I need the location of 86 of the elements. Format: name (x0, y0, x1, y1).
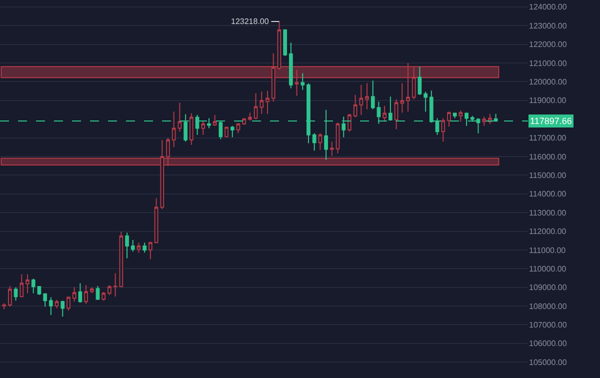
candlestick (452, 112, 457, 119)
candlestick (348, 113, 352, 132)
y-tick-label: 105000.00 (529, 358, 568, 367)
candlestick (266, 90, 270, 114)
candlestick (96, 285, 100, 300)
y-tick-label: 114000.00 (529, 190, 567, 199)
candlestick (201, 121, 206, 136)
candlestick (54, 299, 59, 309)
candlestick (277, 21, 282, 70)
candlestick (388, 96, 392, 122)
candlestick (212, 114, 217, 126)
candlestick (406, 62, 410, 112)
candlestick (400, 82, 404, 114)
candlestick (102, 291, 106, 302)
ref-line-label: 117897.66 (530, 116, 572, 126)
y-tick-label: 124000.00 (529, 2, 568, 12)
candlestick (8, 285, 12, 308)
candlestick (90, 286, 94, 294)
y-tick-label: 112000.00 (529, 227, 567, 236)
candlestick (154, 198, 158, 244)
candlestick (172, 111, 176, 148)
candlestick (178, 102, 182, 132)
candlestick (43, 292, 48, 308)
candlestick (370, 80, 375, 110)
candlestick (189, 112, 194, 146)
y-tick-label: 111000.00 (529, 246, 566, 255)
candlestick (318, 132, 322, 150)
candlestick (294, 69, 299, 96)
candlestick (48, 296, 53, 316)
candlestick (84, 284, 88, 304)
candlestick (236, 122, 240, 134)
candlestick (60, 300, 65, 318)
y-tick-label: 108000.00 (529, 302, 568, 311)
candlestick (160, 139, 164, 210)
candlestick (441, 118, 446, 142)
candlestick (242, 118, 246, 126)
candlestick (130, 239, 135, 252)
candlestick (312, 132, 316, 152)
candlestick (336, 122, 340, 154)
candlestick (300, 72, 305, 90)
candlestick (412, 66, 416, 100)
candlestick (260, 91, 264, 114)
candlestick (288, 42, 293, 89)
candlestick (458, 110, 463, 122)
y-tick-label: 120000.00 (529, 77, 568, 86)
y-tick-label: 121000.00 (529, 58, 568, 68)
candlestick (447, 111, 451, 128)
candlestick (148, 241, 152, 260)
y-tick-label: 117000.00 (529, 134, 567, 143)
y-tick-label: 116000.00 (529, 152, 567, 162)
candlestick (20, 274, 24, 298)
candlestick (254, 92, 258, 120)
candlestick (248, 112, 252, 122)
candlestick (14, 286, 18, 302)
candlestick (78, 282, 82, 304)
y-tick-label: 106000.00 (529, 339, 568, 348)
candlestick (394, 98, 398, 130)
y-tick-label: 107000.00 (529, 320, 568, 330)
candlestick (26, 274, 30, 294)
candlestick (283, 29, 288, 56)
y-tick-label: 115000.00 (529, 170, 567, 180)
candlestick (482, 116, 486, 126)
candlestick (271, 52, 276, 102)
y-tick-label: 123000.00 (529, 21, 568, 30)
candlestick (108, 284, 112, 296)
y-tick-label: 122000.00 (529, 40, 568, 50)
candlestick (365, 82, 369, 110)
annotation: 123218.00 (231, 17, 270, 26)
candlestick (224, 126, 228, 138)
y-tick-label: 110000.00 (529, 264, 567, 274)
candlestick (418, 66, 422, 96)
candlestick (125, 232, 129, 259)
candlestick (142, 242, 147, 254)
y-tick-label: 109000.00 (529, 283, 568, 292)
candlestick (230, 125, 234, 138)
candlestick (66, 296, 70, 312)
candlestick (424, 91, 428, 112)
y-tick-label: 113000.00 (529, 208, 567, 218)
candlestick (330, 141, 334, 156)
candlestick (166, 137, 170, 166)
y-tick-label: 119000.00 (529, 96, 567, 106)
candlestick (37, 285, 42, 296)
candlestick (136, 242, 141, 254)
candlestick (382, 105, 387, 122)
candlestick (72, 286, 76, 302)
candlestick (31, 278, 36, 294)
